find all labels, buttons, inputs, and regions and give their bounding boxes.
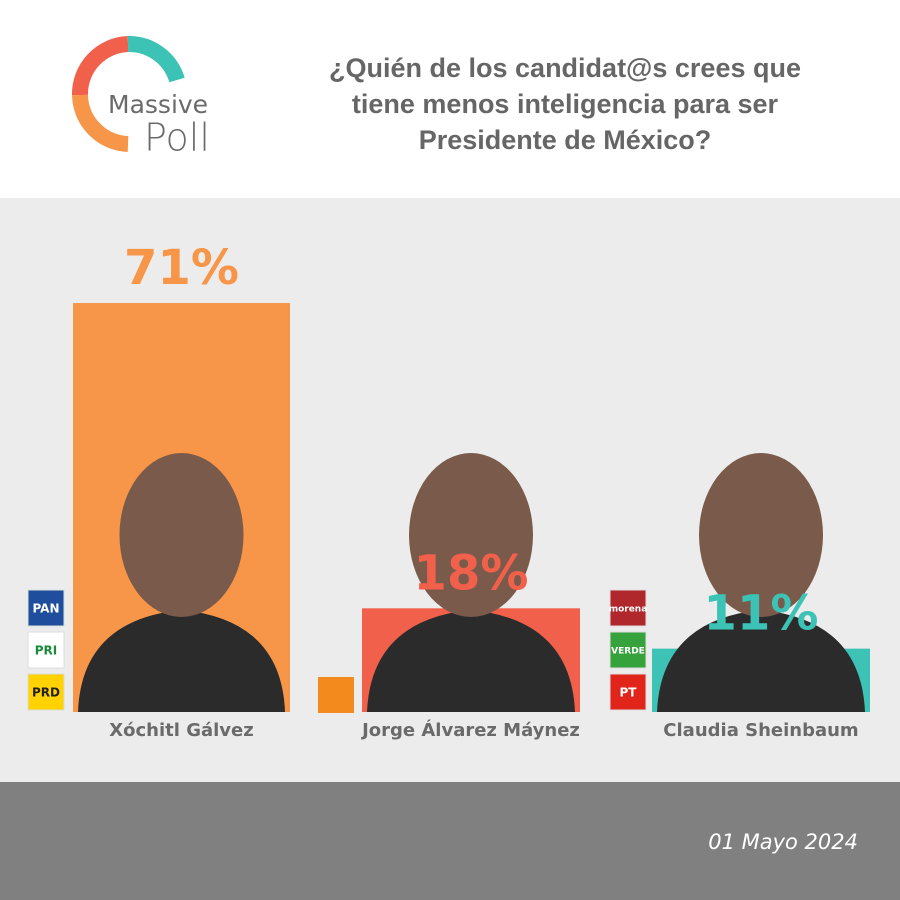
logo-text: Poll xyxy=(144,116,210,160)
candidate-photo xyxy=(699,453,823,617)
logo-text: Massive xyxy=(108,90,208,119)
candidate-photo xyxy=(78,610,285,712)
category-label: Jorge Álvarez Máynez xyxy=(360,719,580,741)
party-badge xyxy=(609,589,647,627)
title-line: tiene menos inteligencia para ser xyxy=(352,89,779,119)
value-label: 71% xyxy=(124,240,239,296)
logo xyxy=(72,36,185,152)
footer-bg xyxy=(0,782,900,900)
logo-arc xyxy=(72,36,129,96)
date: 01 Mayo 2024 xyxy=(708,830,858,854)
party-label: PAN xyxy=(32,602,59,616)
candidate-photo xyxy=(409,453,533,617)
candidate-photo xyxy=(367,610,575,712)
logo-arc xyxy=(72,94,129,152)
party-badge xyxy=(318,677,354,713)
logo-arc xyxy=(127,36,185,83)
party-label: VERDE xyxy=(611,647,645,657)
party-badge xyxy=(609,673,647,711)
candidate-photo xyxy=(119,453,244,617)
party-badge xyxy=(609,631,647,669)
title-line: Presidente de México? xyxy=(419,125,712,155)
party-badge xyxy=(27,673,65,711)
party-label: PRI xyxy=(35,644,58,658)
party-badge xyxy=(27,631,65,669)
party-label: PT xyxy=(620,686,638,700)
category-label: Xóchitl Gálvez xyxy=(109,720,253,741)
value-label: 11% xyxy=(704,586,819,642)
party-badge xyxy=(27,589,65,627)
party-label: PRD xyxy=(32,686,60,700)
chart-title: ¿Quién de los candidat@s crees que tiene … xyxy=(329,53,801,155)
party-label: morena xyxy=(609,605,648,615)
category-label: Claudia Sheinbaum xyxy=(663,720,858,741)
title-line: ¿Quién de los candidat@s crees que xyxy=(329,53,801,83)
value-label: 18% xyxy=(414,545,529,601)
candidate-photo xyxy=(657,610,865,712)
header-bg xyxy=(0,0,900,198)
